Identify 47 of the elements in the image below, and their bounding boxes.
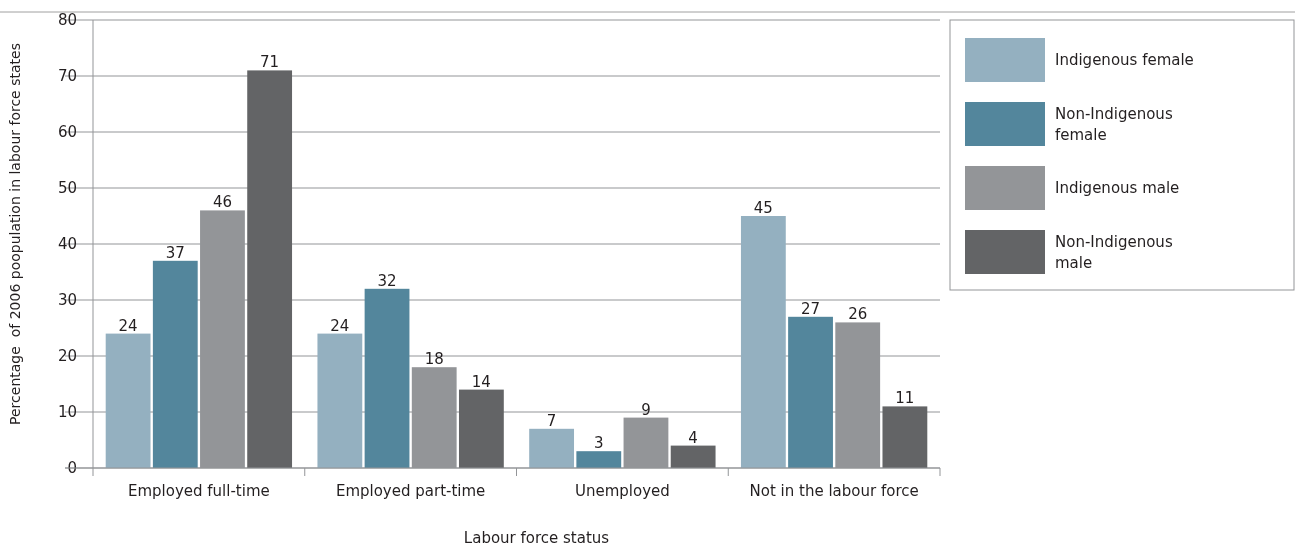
data-label: 7 (546, 411, 557, 430)
data-label: 18 (424, 350, 444, 369)
data-label: 11 (895, 389, 915, 408)
x-tick-label: Unemployed (574, 482, 670, 500)
data-label: 24 (118, 316, 138, 335)
y-tick-label: 0 (67, 459, 77, 477)
y-tick-label: 50 (57, 179, 77, 197)
bar (788, 316, 833, 468)
text: Indigenous female (1055, 51, 1194, 69)
data-label: 27 (800, 299, 821, 318)
y-axis-title: Percentage of 2006 poopulation in labour force states (7, 43, 23, 425)
x-tick-label: Employed full-time (127, 482, 270, 500)
data-label: 45 (753, 199, 773, 217)
y-tick-label: 30 (57, 291, 77, 309)
data-label: 3 (594, 434, 604, 453)
data-label: 4 (688, 428, 698, 447)
y-tick-label: 20 (57, 347, 77, 365)
bar (458, 389, 504, 468)
y-tick-label: 80 (57, 11, 77, 29)
data-label: 26 (848, 305, 868, 324)
text: Indigenous male (1055, 179, 1180, 197)
data-label: 24 (330, 316, 350, 335)
bar (317, 333, 363, 468)
bar (529, 428, 575, 468)
data-label: 14 (471, 372, 491, 391)
bar (882, 406, 928, 468)
data-label: 37 (165, 243, 185, 262)
bar (105, 333, 151, 468)
text: Non-Indigenous male (1055, 233, 1173, 272)
text: Non-Indigenous female (1055, 105, 1173, 144)
bar (576, 451, 622, 468)
data-label: 71 (260, 53, 280, 72)
data-label: 46 (212, 193, 233, 212)
x-axis-title: Labour force status (463, 529, 610, 547)
bar (740, 216, 786, 468)
y-tick-label: 70 (57, 67, 77, 85)
data-label: 9 (641, 400, 651, 419)
x-tick-label: Not in the labour force (749, 482, 919, 500)
y-tick-label: 40 (57, 235, 77, 253)
data-label: 32 (377, 271, 397, 290)
y-tick-label: 10 (57, 403, 77, 421)
bar (364, 288, 410, 468)
bar (670, 445, 716, 468)
x-tick-label: Employed part-time (335, 482, 486, 500)
bar (247, 70, 293, 468)
bar (152, 260, 198, 468)
y-tick-label: 60 (57, 123, 77, 141)
